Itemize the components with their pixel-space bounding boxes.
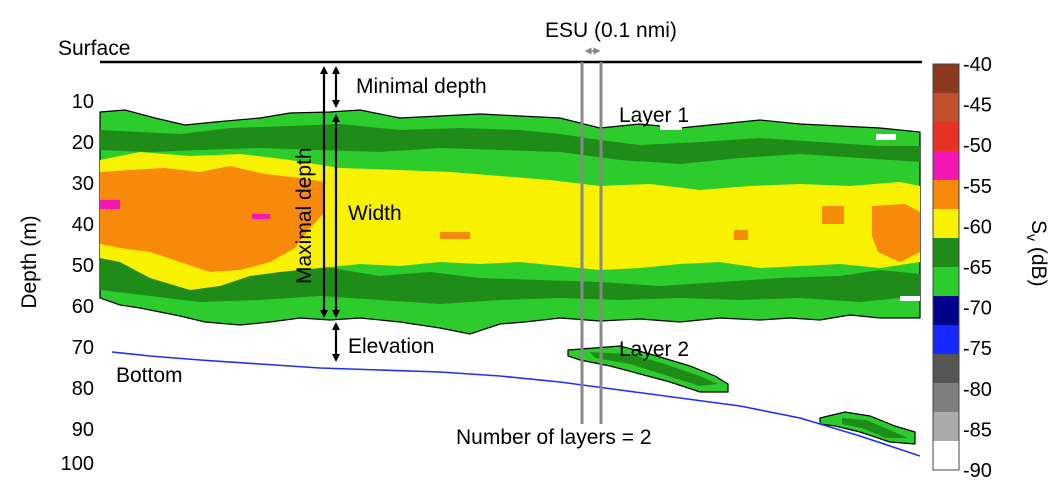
colorbar-tick-label: -85 [963, 419, 992, 441]
layer1-orange-core [100, 166, 325, 272]
gap-1 [660, 124, 682, 130]
y-axis-label: Depth (m) [18, 215, 41, 308]
colorbar-swatch [933, 325, 959, 355]
colorbar-label-sub: v [1024, 234, 1040, 241]
colorbar-tick-label: -75 [963, 338, 992, 360]
colorbar-tick-label: -40 [963, 54, 992, 76]
num-layers-label: Number of layers = 2 [456, 426, 652, 449]
colorbar-swatch [933, 64, 959, 94]
y-tick-label: 60 [72, 296, 94, 318]
echogram-plot [99, 109, 921, 457]
colorbar-swatch [933, 296, 959, 326]
orange-spot-small-3 [822, 206, 844, 224]
colorbar-swatch [933, 93, 959, 123]
y-tick-label: 20 [72, 132, 94, 154]
colorbar-swatch [933, 209, 959, 239]
maximal-depth-label: Maximal depth [293, 147, 316, 284]
colorbar-tick-label: -60 [963, 216, 992, 238]
colorbar-tick-label: -50 [963, 135, 992, 157]
depth-arrows [320, 66, 340, 362]
y-tick-label: 30 [72, 173, 94, 195]
colorbar-label-unit: (dB) [1027, 241, 1050, 287]
y-tick-label: 10 [72, 91, 94, 113]
layer1-label: Layer 1 [619, 104, 689, 127]
orange-spot-small-2 [734, 230, 748, 240]
y-tick-label: 100 [61, 453, 94, 475]
layer2-darkgreen [590, 352, 718, 386]
layer1-orange-right [872, 204, 920, 262]
elevation-label: Elevation [348, 335, 434, 358]
gap-2 [876, 134, 896, 140]
surface-label: Surface [58, 37, 130, 60]
y-axis: 10 20 30 40 50 60 70 80 90 100 Depth (m) [18, 91, 94, 475]
bottom-label: Bottom [116, 364, 183, 387]
bottom-patch-dark [842, 418, 908, 438]
y-tick-label: 50 [72, 255, 94, 277]
seabed-line [111, 351, 921, 457]
colorbar: -40 -45 -50 -55 -60 -65 -70 -75 -80 -85 -90 Sv (dB… [932, 54, 1050, 482]
esu-label: ESU (0.1 nmi) [545, 19, 677, 42]
colorbar-swatch [933, 238, 959, 268]
esu-marker: ESU (0.1 nmi) [545, 19, 677, 424]
colorbar-swatch [933, 412, 959, 442]
colorbar-swatches [933, 64, 959, 471]
colorbar-swatch [933, 180, 959, 210]
colorbar-labels: -40 -45 -50 -55 -60 -65 -70 -75 -80 -85 -90 [963, 54, 992, 482]
y-tick-label: 80 [72, 378, 94, 400]
colorbar-swatch [933, 354, 959, 384]
layer2-label: Layer 2 [619, 338, 689, 361]
colorbar-label-main: S [1027, 220, 1050, 234]
colorbar-tick-label: -70 [963, 298, 992, 320]
colorbar-swatch [933, 383, 959, 413]
colorbar-swatch [933, 151, 959, 181]
magenta-spot-1 [100, 200, 120, 209]
colorbar-frame [932, 63, 960, 471]
colorbar-tick-label: -90 [963, 460, 992, 482]
colorbar-tick-label: -45 [963, 95, 992, 117]
y-tick-label: 40 [72, 214, 94, 236]
magenta-spot-2 [252, 214, 270, 219]
colorbar-swatch [933, 122, 959, 152]
minimal-depth-label: Minimal depth [356, 75, 487, 98]
colorbar-swatch [933, 441, 959, 471]
colorbar-tick-label: -80 [963, 379, 992, 401]
colorbar-tick-label: -55 [963, 176, 992, 198]
gap-3 [900, 296, 920, 301]
y-tick-label: 90 [72, 419, 94, 441]
orange-spot-small [440, 232, 470, 239]
y-tick-label: 70 [72, 337, 94, 359]
width-label: Width [348, 202, 402, 225]
colorbar-swatch [933, 267, 959, 297]
colorbar-tick-label: -65 [963, 257, 992, 279]
layer1-darkgreen-top [100, 124, 920, 164]
colorbar-label: Sv (dB) [1024, 220, 1050, 287]
